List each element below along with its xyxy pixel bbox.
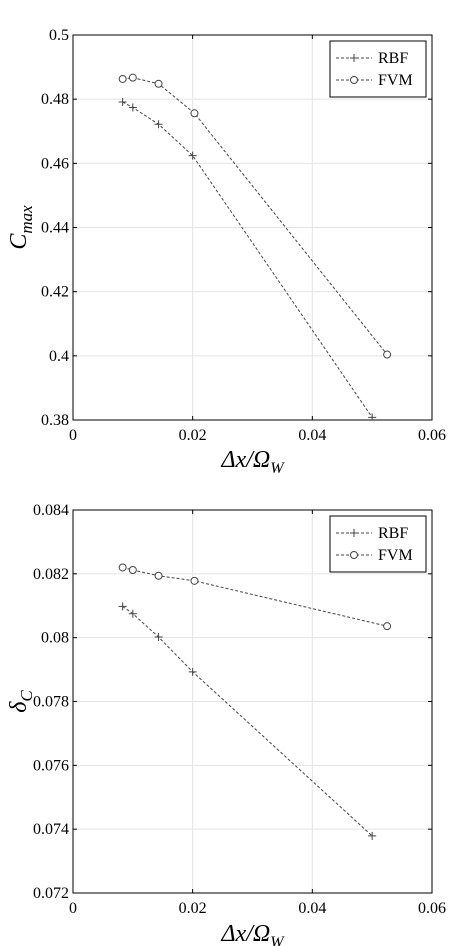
legend-label-rbf: RBF: [378, 50, 408, 67]
legend: RBF FVM: [329, 515, 427, 573]
data-point-fvm: [118, 563, 127, 572]
series-fvm: [118, 73, 392, 359]
y-tick-label: 0.084: [33, 502, 69, 519]
series-line-rbf: [122, 101, 373, 418]
x-tick-label: 0.04: [298, 427, 326, 444]
series-rbf: [118, 98, 377, 420]
legend-box: [329, 515, 427, 573]
y-tick-label: 0.44: [41, 220, 69, 237]
data-point-rbf: [188, 151, 197, 160]
x-tick-label: 0.02: [179, 900, 207, 917]
x-tick-label: 0.06: [418, 427, 446, 444]
data-point-rbf: [128, 103, 137, 112]
x-tick-label: 0.06: [418, 900, 446, 917]
data-point-fvm: [128, 566, 137, 575]
data-point-rbf: [188, 667, 197, 676]
y-tick-label: 0.076: [33, 757, 69, 774]
series-fvm: [118, 563, 392, 631]
legend-marker-fvm: [350, 76, 358, 84]
y-tick-label: 0.5: [49, 27, 69, 44]
legend-label-fvm: FVM: [378, 547, 413, 564]
y-tick-label: 0.48: [41, 91, 69, 108]
legend-label-rbf: RBF: [378, 525, 408, 542]
legend-label-fvm: FVM: [378, 72, 413, 89]
legend-marker-rbf: [350, 54, 358, 62]
series-line-rbf: [122, 605, 373, 837]
data-point-rbf: [154, 633, 163, 642]
y-tick-label: 0.072: [33, 885, 69, 902]
data-point-rbf: [368, 831, 377, 840]
y-tick-label: 0.4: [49, 348, 69, 365]
chart-2: 0 0.02 0.04 0.06 0.072 0.074 0.076 0.078 0.08 0.0…: [6, 502, 446, 946]
y-tick-label: 0.074: [33, 821, 69, 838]
data-point-fvm: [190, 576, 199, 585]
x-axis-label: Δx/ΩW: [220, 921, 285, 946]
y-tick-label: 0.42: [41, 284, 69, 301]
chart-1: 0 0.02 0.04 0.06 0.38 0.4 0.42 0.44 0.46 0.48 0.5 Δ…: [6, 27, 446, 477]
y-axis-label: δC: [6, 690, 36, 713]
data-point-fvm: [383, 622, 392, 631]
legend-marker-rbf: [350, 529, 358, 537]
data-point-fvm: [128, 73, 137, 82]
y-axis-label: Cmax: [6, 205, 36, 250]
data-point-fvm: [154, 571, 163, 580]
series-rbf: [118, 602, 377, 840]
data-point-rbf: [368, 413, 377, 420]
x-tick-label: 0.02: [179, 427, 207, 444]
y-tick-label: 0.46: [41, 155, 69, 172]
legend: RBF FVM: [329, 40, 427, 98]
x-axis-label: Δx/ΩW: [220, 447, 285, 477]
data-point-rbf: [128, 609, 137, 618]
x-tick-label: 0.04: [298, 900, 326, 917]
data-point-fvm: [154, 79, 163, 88]
data-point-rbf: [118, 98, 127, 107]
y-tick-label: 0.082: [33, 566, 69, 583]
y-tick-label: 0.078: [33, 694, 69, 711]
y-tick-label: 0.38: [41, 412, 69, 429]
data-point-fvm: [190, 109, 199, 118]
legend-marker-fvm: [350, 551, 358, 559]
x-tick-label: 0: [69, 900, 77, 917]
data-point-rbf: [118, 602, 127, 611]
legend-box: [329, 40, 427, 98]
data-point-rbf: [154, 120, 163, 129]
y-tick-label: 0.08: [41, 630, 69, 647]
data-point-fvm: [383, 350, 392, 359]
x-tick-label: 0: [69, 427, 77, 444]
series-line-fvm: [122, 77, 388, 355]
data-point-fvm: [118, 74, 127, 83]
